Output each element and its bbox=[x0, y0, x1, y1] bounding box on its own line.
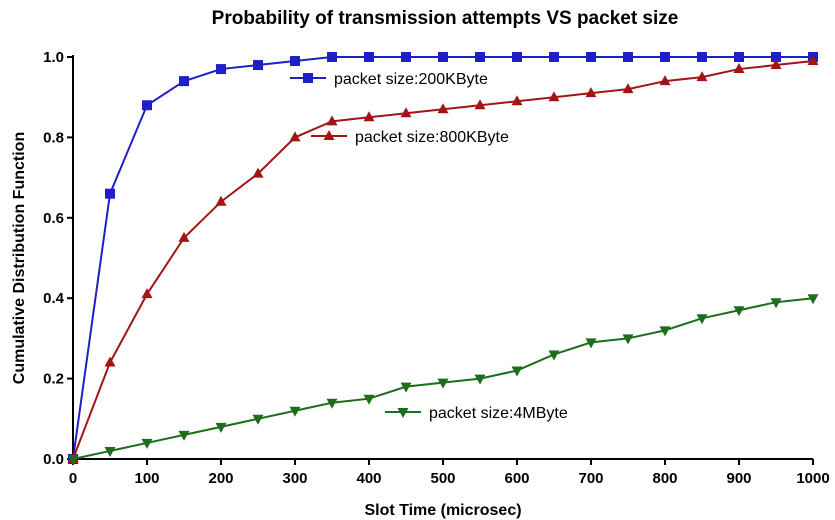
series-line bbox=[73, 57, 813, 459]
square-marker bbox=[290, 56, 300, 66]
y-axis-label: Cumulative Distribution Function bbox=[11, 132, 28, 384]
square-marker bbox=[586, 52, 596, 62]
y-tick-label: 0.2 bbox=[43, 371, 64, 388]
square-marker bbox=[660, 52, 670, 62]
x-tick-label: 700 bbox=[578, 470, 603, 487]
square-marker bbox=[401, 52, 411, 62]
square-marker bbox=[512, 52, 522, 62]
chart-title: Probability of transmission attempts VS … bbox=[212, 8, 679, 29]
x-tick-label: 300 bbox=[282, 470, 307, 487]
legend-entry-2: packet size:800KByte bbox=[311, 129, 509, 146]
legend-label: packet size:200KByte bbox=[334, 71, 488, 88]
square-marker bbox=[142, 100, 152, 110]
square-marker bbox=[364, 52, 374, 62]
legend-label: packet size:800KByte bbox=[355, 129, 509, 146]
y-tick-label: 0.0 bbox=[43, 451, 64, 468]
x-tick-label: 800 bbox=[652, 470, 677, 487]
square-marker bbox=[438, 52, 448, 62]
square-marker bbox=[105, 189, 115, 199]
x-tick-label: 0 bbox=[69, 470, 77, 487]
square-marker bbox=[216, 64, 226, 74]
x-tick-label: 900 bbox=[726, 470, 751, 487]
square-marker bbox=[475, 52, 485, 62]
x-tick-label: 600 bbox=[504, 470, 529, 487]
x-tick-label: 100 bbox=[134, 470, 159, 487]
square-marker bbox=[303, 73, 313, 83]
square-marker bbox=[623, 52, 633, 62]
x-axis-label: Slot Time (microsec) bbox=[364, 502, 521, 519]
triangle-up-marker bbox=[216, 196, 227, 206]
y-tick-label: 0.6 bbox=[43, 210, 64, 227]
square-marker bbox=[697, 52, 707, 62]
legend-entry-1: packet size:200KByte bbox=[290, 71, 488, 88]
x-tick-label: 500 bbox=[430, 470, 455, 487]
y-tick-label: 0.4 bbox=[43, 290, 65, 307]
x-tick-label: 200 bbox=[208, 470, 233, 487]
series-2 bbox=[68, 55, 819, 463]
legend-label: packet size:4MByte bbox=[429, 405, 568, 422]
series-line bbox=[73, 61, 813, 459]
triangle-up-marker bbox=[105, 357, 116, 367]
series-3 bbox=[68, 294, 819, 465]
x-tick-label: 1000 bbox=[796, 470, 829, 487]
y-tick-label: 0.8 bbox=[43, 129, 64, 146]
square-marker bbox=[253, 60, 263, 70]
series-1 bbox=[68, 52, 818, 464]
x-tick-label: 400 bbox=[356, 470, 381, 487]
square-marker bbox=[734, 52, 744, 62]
square-marker bbox=[179, 76, 189, 86]
series-layer bbox=[68, 52, 819, 465]
y-tick-label: 1.0 bbox=[43, 49, 64, 66]
square-marker bbox=[327, 52, 337, 62]
square-marker bbox=[549, 52, 559, 62]
legend-entry-3: packet size:4MByte bbox=[385, 405, 568, 422]
